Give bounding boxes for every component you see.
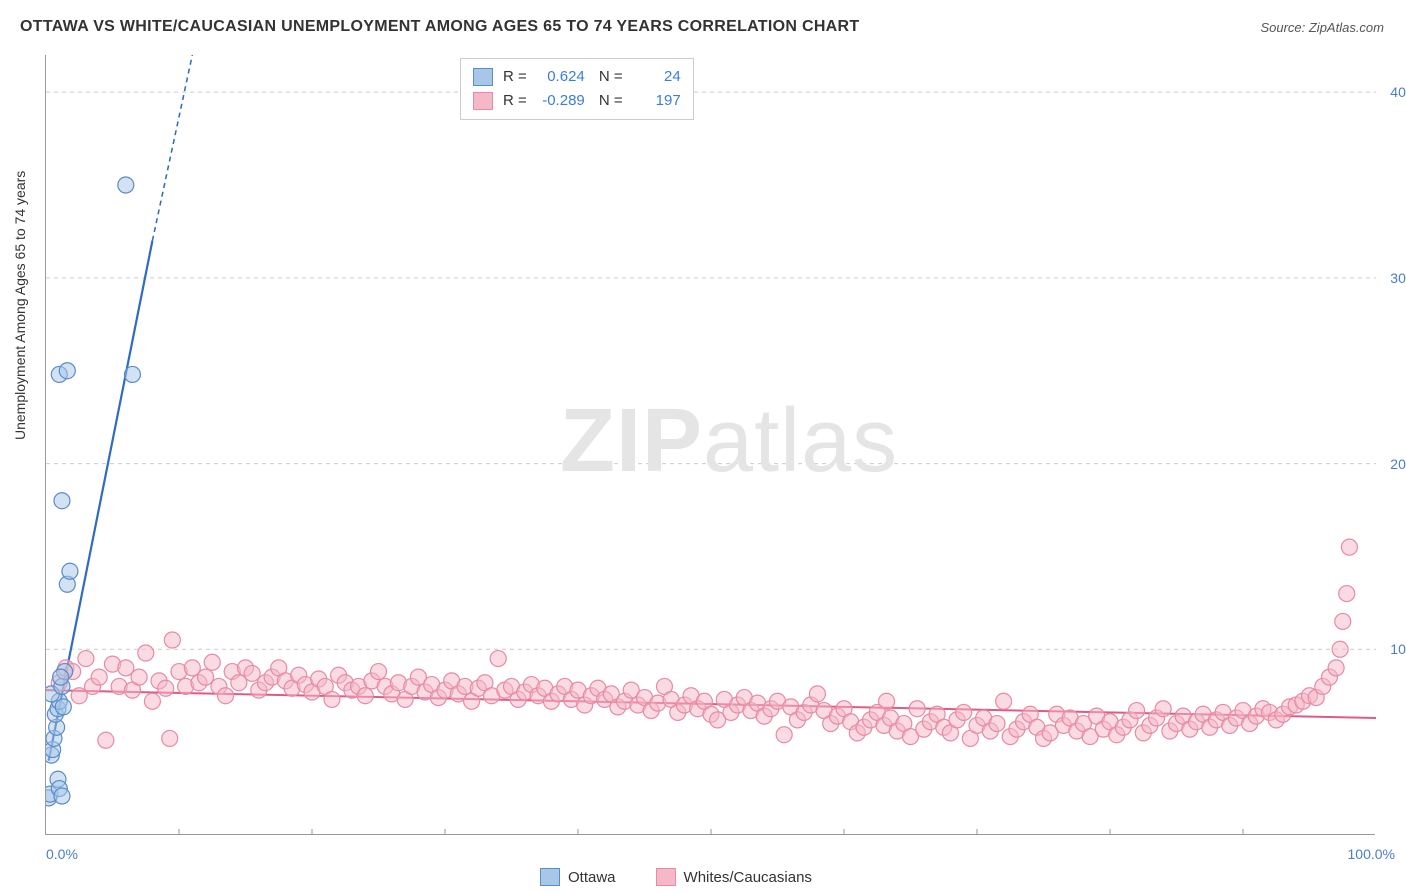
swatch-whites-icon [656, 868, 676, 886]
n-value-whites: 197 [629, 89, 681, 113]
n-value-ottawa: 24 [629, 65, 681, 89]
y-tick-label: 10.0% [1390, 641, 1406, 657]
scatter-chart-svg [46, 55, 1376, 835]
y-tick-label: 20.0% [1390, 456, 1406, 472]
source-name: ZipAtlas.com [1309, 20, 1384, 35]
x-tick-label-min: 0.0% [46, 846, 78, 862]
legend-item-ottawa: Ottawa [540, 868, 616, 886]
r-label: R = [503, 89, 527, 113]
swatch-ottawa [473, 68, 493, 86]
source-prefix: Source: [1260, 20, 1308, 35]
r-value-ottawa: 0.624 [533, 65, 585, 89]
y-tick-label: 40.0% [1390, 84, 1406, 100]
r-value-whites: -0.289 [533, 89, 585, 113]
correlation-legend: R = 0.624 N = 24 R = -0.289 N = 197 [460, 58, 694, 120]
legend-row-whites: R = -0.289 N = 197 [473, 89, 681, 113]
n-label: N = [595, 89, 623, 113]
legend-item-whites: Whites/Caucasians [656, 868, 812, 886]
legend-label-ottawa: Ottawa [568, 869, 616, 886]
series-legend: Ottawa Whites/Caucasians [540, 868, 812, 886]
plot-area: 10.0%20.0%30.0%40.0%0.0%100.0% [45, 55, 1375, 835]
n-label: N = [595, 65, 623, 89]
chart-title: OTTAWA VS WHITE/CAUCASIAN UNEMPLOYMENT A… [20, 18, 859, 36]
r-label: R = [503, 65, 527, 89]
y-axis-label: Unemployment Among Ages 65 to 74 years [12, 171, 28, 440]
source-attribution: Source: ZipAtlas.com [1260, 20, 1384, 35]
legend-row-ottawa: R = 0.624 N = 24 [473, 65, 681, 89]
swatch-whites [473, 92, 493, 110]
legend-label-whites: Whites/Caucasians [684, 869, 812, 886]
y-tick-label: 30.0% [1390, 270, 1406, 286]
x-tick-label-max: 100.0% [1348, 846, 1395, 862]
swatch-ottawa-icon [540, 868, 560, 886]
